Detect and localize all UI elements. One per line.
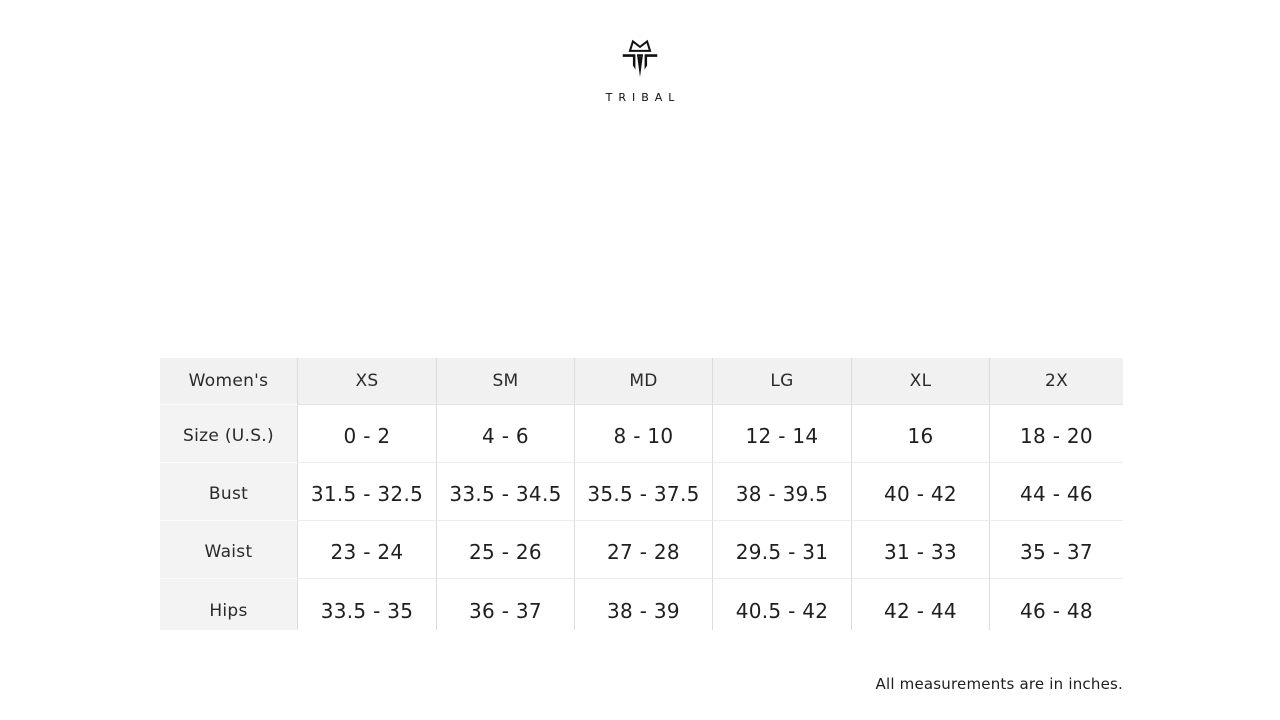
cell-size-lg: 12 - 14 bbox=[712, 405, 851, 463]
cell-waist-lg: 29.5 - 31 bbox=[712, 521, 851, 579]
cell-waist-2x: 35 - 37 bbox=[989, 521, 1123, 579]
row-label-bust: Bust bbox=[160, 463, 297, 521]
cell-size-md: 8 - 10 bbox=[574, 405, 712, 463]
tribal-crown-logo-icon bbox=[622, 39, 658, 78]
cell-bust-sm: 33.5 - 34.5 bbox=[436, 463, 574, 521]
cell-hips-xs: 33.5 - 35 bbox=[297, 579, 436, 630]
column-header-womens: Women's bbox=[160, 358, 297, 405]
cell-bust-lg: 38 - 39.5 bbox=[712, 463, 851, 521]
cell-bust-xs: 31.5 - 32.5 bbox=[297, 463, 436, 521]
cell-bust-md: 35.5 - 37.5 bbox=[574, 463, 712, 521]
cell-bust-2x: 44 - 46 bbox=[989, 463, 1123, 521]
cell-size-sm: 4 - 6 bbox=[436, 405, 574, 463]
header-row: Women's XS SM MD LG XL 2X bbox=[160, 358, 1123, 405]
size-chart: Women's XS SM MD LG XL 2X Size (U.S.) 0 … bbox=[160, 358, 1123, 630]
row-label-size-us: Size (U.S.) bbox=[160, 405, 297, 463]
column-header-xs: XS bbox=[297, 358, 436, 405]
cell-hips-2x: 46 - 48 bbox=[989, 579, 1123, 630]
size-chart-table: Women's XS SM MD LG XL 2X Size (U.S.) 0 … bbox=[160, 358, 1123, 630]
column-header-xl: XL bbox=[851, 358, 989, 405]
cell-hips-sm: 36 - 37 bbox=[436, 579, 574, 630]
cell-size-xs: 0 - 2 bbox=[297, 405, 436, 463]
cell-size-xl: 16 bbox=[851, 405, 989, 463]
brand-name: TRIBAL bbox=[605, 91, 681, 104]
table-row-bust: Bust 31.5 - 32.5 33.5 - 34.5 35.5 - 37.5… bbox=[160, 463, 1123, 521]
cell-size-2x: 18 - 20 bbox=[989, 405, 1123, 463]
table-row-size-us: Size (U.S.) 0 - 2 4 - 6 8 - 10 12 - 14 1… bbox=[160, 405, 1123, 463]
cell-waist-md: 27 - 28 bbox=[574, 521, 712, 579]
cell-waist-xl: 31 - 33 bbox=[851, 521, 989, 579]
cell-bust-xl: 40 - 42 bbox=[851, 463, 989, 521]
brand-header: TRIBAL bbox=[0, 36, 1280, 104]
row-label-waist: Waist bbox=[160, 521, 297, 579]
cell-waist-xs: 23 - 24 bbox=[297, 521, 436, 579]
row-label-hips: Hips bbox=[160, 579, 297, 630]
cell-hips-md: 38 - 39 bbox=[574, 579, 712, 630]
table-row-hips: Hips 33.5 - 35 36 - 37 38 - 39 40.5 - 42… bbox=[160, 579, 1123, 630]
measurement-note: All measurements are in inches. bbox=[875, 675, 1123, 693]
column-header-2x: 2X bbox=[989, 358, 1123, 405]
column-header-sm: SM bbox=[436, 358, 574, 405]
column-header-lg: LG bbox=[712, 358, 851, 405]
cell-hips-lg: 40.5 - 42 bbox=[712, 579, 851, 630]
cell-hips-xl: 42 - 44 bbox=[851, 579, 989, 630]
column-header-md: MD bbox=[574, 358, 712, 405]
cell-waist-sm: 25 - 26 bbox=[436, 521, 574, 579]
table-row-waist: Waist 23 - 24 25 - 26 27 - 28 29.5 - 31 … bbox=[160, 521, 1123, 579]
